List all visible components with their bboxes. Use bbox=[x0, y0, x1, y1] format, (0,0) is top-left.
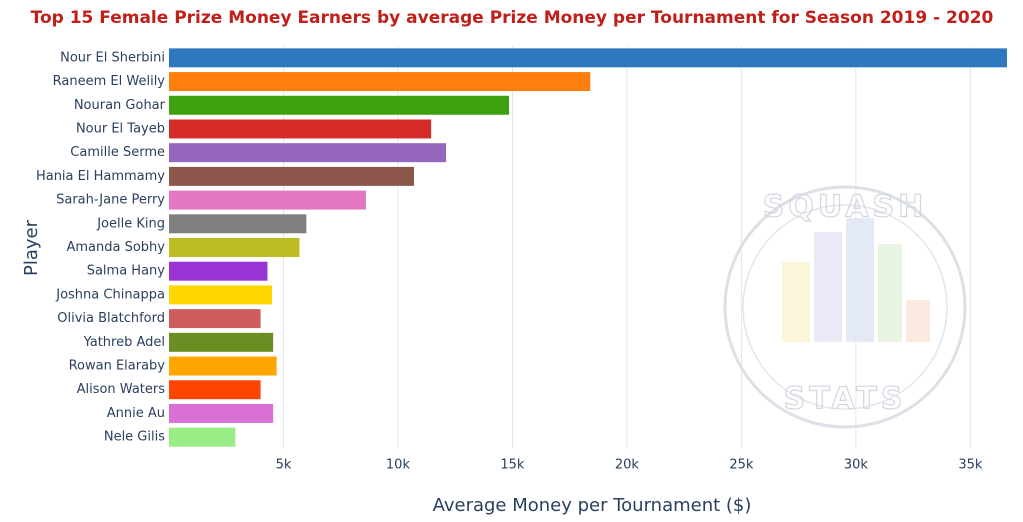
watermark-bar bbox=[846, 218, 874, 342]
x-tick-label: 35k bbox=[958, 458, 983, 473]
y-tick-label: Salma Hany bbox=[87, 264, 166, 279]
y-tick-label: Nouran Gohar bbox=[74, 98, 166, 113]
y-tick-label: Yathreb Adel bbox=[83, 335, 165, 350]
y-tick-label: Joelle King bbox=[96, 216, 165, 231]
bar bbox=[169, 143, 447, 163]
watermark-bar bbox=[814, 232, 842, 342]
bar bbox=[169, 380, 261, 400]
bar bbox=[169, 427, 236, 447]
bar bbox=[169, 190, 366, 210]
y-tick-label: Alison Waters bbox=[77, 382, 166, 397]
bar bbox=[169, 356, 277, 376]
chart-title: Top 15 Female Prize Money Earners by ave… bbox=[31, 8, 994, 28]
y-tick-label: Hania El Hammamy bbox=[36, 169, 165, 184]
watermark-bar bbox=[878, 244, 902, 342]
y-tick-label: Amanda Sobhy bbox=[66, 240, 165, 255]
x-tick-label: 5k bbox=[276, 458, 292, 473]
y-tick-label: Nour El Tayeb bbox=[76, 121, 165, 136]
watermark-text: SQUASH bbox=[763, 190, 927, 225]
bar bbox=[169, 403, 274, 423]
bar bbox=[169, 309, 261, 329]
watermark-ring bbox=[742, 204, 948, 410]
bar bbox=[169, 214, 307, 234]
bar bbox=[169, 261, 268, 281]
x-tick-label: 20k bbox=[615, 458, 640, 473]
bar bbox=[169, 238, 300, 257]
x-tick-label: 25k bbox=[729, 458, 754, 473]
y-tick-label: Raneem El Welily bbox=[53, 74, 166, 89]
bar bbox=[169, 285, 273, 305]
watermark-text: STATS bbox=[784, 382, 907, 417]
bar bbox=[169, 332, 274, 352]
y-tick-label: Rowan Elaraby bbox=[69, 359, 166, 374]
watermark-bar bbox=[906, 300, 930, 342]
y-tick-label: Olivia Blatchford bbox=[57, 311, 165, 326]
y-tick-label: Joshna Chinappa bbox=[55, 287, 165, 302]
watermark: SQUASH STATS bbox=[723, 185, 967, 429]
watermark-ring bbox=[723, 185, 967, 429]
x-tick-label: 30k bbox=[844, 458, 869, 473]
y-tick-label: Nele Gilis bbox=[104, 430, 165, 445]
x-tick-label: 15k bbox=[500, 458, 525, 473]
y-tick-label: Nour El Sherbini bbox=[60, 50, 165, 65]
bar bbox=[169, 48, 1007, 68]
bar bbox=[169, 119, 432, 139]
y-axis-title: Player bbox=[21, 219, 42, 276]
y-tick-label: Camille Serme bbox=[70, 145, 165, 160]
x-tick-label: 10k bbox=[386, 458, 411, 473]
bar bbox=[169, 95, 510, 115]
bar bbox=[169, 166, 414, 186]
watermark-bar bbox=[782, 262, 810, 342]
x-axis-title: Average Money per Tournament ($) bbox=[433, 495, 752, 516]
y-tick-label: Sarah-Jane Perry bbox=[56, 193, 165, 208]
y-tick-label: Annie Au bbox=[107, 406, 165, 421]
bar bbox=[169, 72, 591, 92]
